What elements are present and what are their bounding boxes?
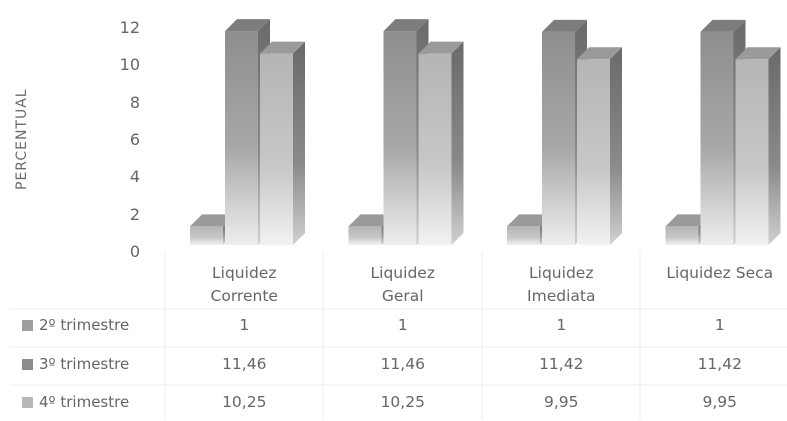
table-cell: 9,95 <box>702 393 737 411</box>
table-cell: 10,25 <box>222 393 267 411</box>
bar-3-3 <box>577 47 622 246</box>
legend-row-header: 2º trimestre <box>22 316 162 334</box>
y-axis-label: PERCENTUAL <box>14 88 30 190</box>
y-tick-label: 12 <box>119 18 140 37</box>
table-cell: 11,42 <box>539 355 584 373</box>
y-tick-label: 6 <box>129 130 140 149</box>
bar-3-1 <box>260 41 305 245</box>
table-cell: 1 <box>239 316 250 334</box>
y-tick-label: 10 <box>119 55 140 75</box>
bar-3-2 <box>418 41 464 245</box>
y-tick-label: 4 <box>129 167 140 187</box>
bar-1-1 <box>190 214 235 245</box>
legend-swatch <box>22 319 33 331</box>
y-tick-label: 2 <box>129 204 140 224</box>
table-cell: 11,46 <box>222 355 267 373</box>
legend-row-header: 3º trimestre <box>22 355 162 373</box>
legend-label: 4º trimestre <box>39 393 130 411</box>
category-label: Liquidez Geral <box>370 264 435 305</box>
legend-row-header: 4º trimestre <box>22 393 162 411</box>
table-cell: 1 <box>714 316 725 334</box>
table-cell: 1 <box>556 316 567 334</box>
y-tick-label: 0 <box>129 242 140 261</box>
y-tick-label: 8 <box>129 92 140 112</box>
category-label: Liquidez Corrente <box>210 264 278 305</box>
table-cell: 9,95 <box>543 393 579 411</box>
table-cell: 11,46 <box>380 355 425 373</box>
legend-swatch <box>22 396 33 408</box>
legend-label: 3º trimestre <box>39 355 130 373</box>
category-label: Liquidez Seca <box>666 264 774 282</box>
table-cell: 11,42 <box>697 355 742 373</box>
bar-3-4 <box>735 47 781 246</box>
table-cell: 10,25 <box>380 393 425 411</box>
legend-label: 2º trimestre <box>39 316 130 334</box>
category-label: Liquidez Imediata <box>527 264 596 305</box>
legend-swatch <box>22 358 33 370</box>
table-cell: 1 <box>397 316 408 334</box>
